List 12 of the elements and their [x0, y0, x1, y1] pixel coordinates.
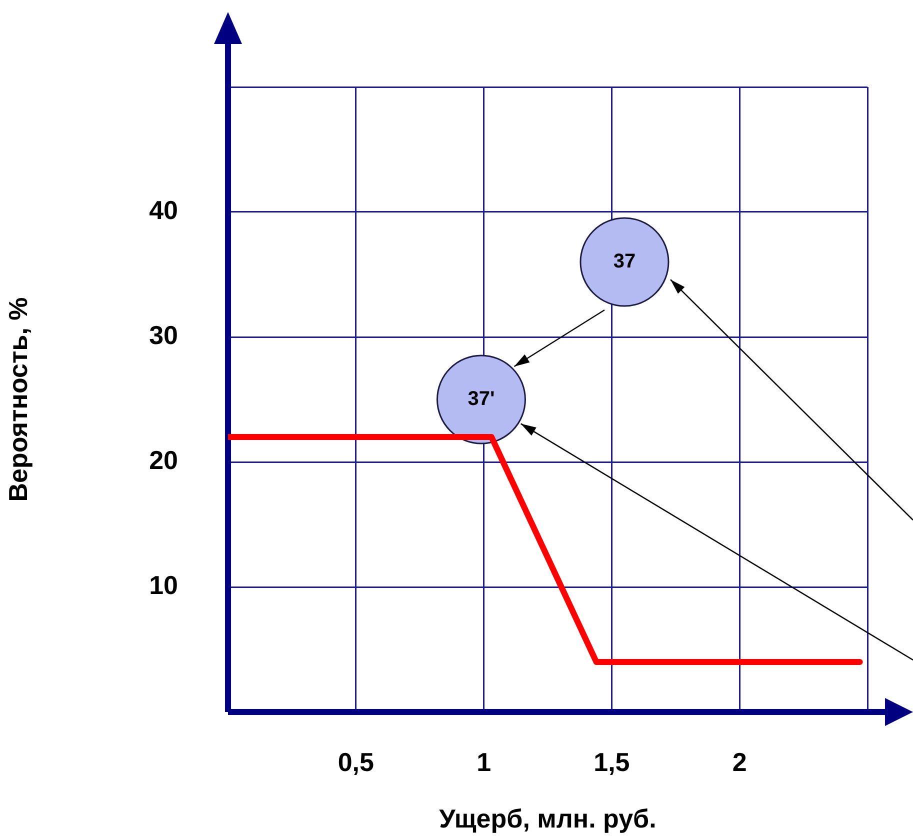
annotation: 37 [613, 250, 636, 273]
y-tick-label: 40 [149, 195, 178, 226]
y-axis-title: Вероятность, % [2, 297, 33, 502]
y-tick-label: 30 [149, 320, 178, 350]
y-tick-label: 10 [149, 570, 178, 600]
y-tick-label: 20 [149, 445, 178, 476]
x-tick-label: 1 [476, 746, 492, 777]
x-axis-title: Ущерб, млн. руб. [439, 804, 656, 834]
x-tick-label: 1,5 [594, 746, 630, 777]
x-tick-label: 0,5 [338, 746, 374, 777]
x-tick-label: 2 [732, 746, 747, 777]
annotation: 37' [468, 388, 495, 410]
